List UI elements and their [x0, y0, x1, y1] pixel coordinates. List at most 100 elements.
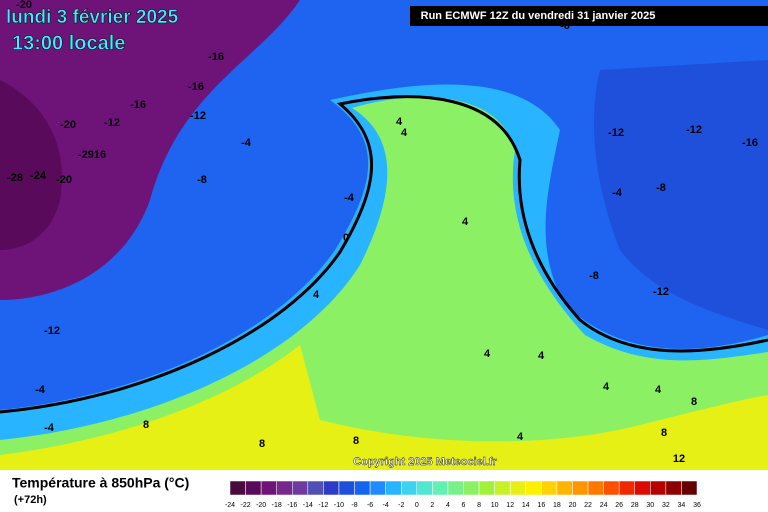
colorbar-swatch [385, 480, 402, 496]
contour-label: 12 [673, 453, 685, 465]
contour-label: 8 [661, 427, 667, 439]
colorbar-swatch [400, 480, 418, 496]
colorbar-tick-label: -4 [383, 502, 389, 509]
contour-label: 4 [517, 431, 524, 443]
date: lundi 3 février 2025 [6, 7, 179, 28]
colorbar-swatch [338, 480, 355, 496]
contour-label: -8 [656, 182, 666, 194]
map: Run ECMWF 12Z du vendredi 31 janvier 202… [0, 0, 768, 471]
legend-subtitle: (+72h) [14, 494, 47, 506]
colorbar-tick-label: -12 [318, 502, 328, 509]
zero-contour [0, 95, 768, 414]
contour-label: 8 [143, 419, 149, 431]
colorbar-tick-label: 34 [678, 502, 686, 509]
contour-label: -16 [130, 99, 146, 111]
colorbar-tick-label: 18 [553, 502, 561, 509]
colorbar-tick-label: 8 [477, 502, 481, 509]
contour-label: -16 [208, 51, 224, 63]
contour-label: 8 [259, 438, 265, 450]
colorbar-tick-label: 30 [646, 502, 654, 509]
contour-label: 0 [343, 232, 349, 244]
contour-label: 4 [603, 381, 610, 393]
colorbar-tick-label: 6 [462, 502, 466, 509]
colorbar-tick-label: 24 [600, 502, 608, 509]
contour-label: -4 [35, 384, 46, 396]
colorbar-tick-label: 22 [584, 502, 592, 509]
colorbar-tick-label: 36 [693, 502, 701, 509]
colorbar-swatch [525, 480, 542, 496]
colorbar-swatch [603, 480, 620, 496]
colorbar-swatch [572, 480, 589, 496]
contour-label: -12 [104, 117, 120, 129]
colorbar-swatch [447, 480, 464, 496]
colorbar-swatch [323, 480, 340, 496]
colorbar-tick-label: 32 [662, 502, 670, 509]
colorbar-swatch [307, 480, 324, 496]
copyright: Copyright 2025 Meteociel.fr [353, 456, 497, 468]
colorbar-swatch [416, 480, 433, 496]
time: 13:00 locale [12, 32, 125, 54]
colorbar-swatch [245, 480, 262, 496]
colorbar-swatch [354, 480, 371, 496]
contour-label: 4 [462, 216, 469, 228]
cold-area [0, 0, 300, 300]
contour-label: 4 [655, 384, 662, 396]
contour-label: 8 [353, 435, 359, 447]
colorbar-tick-label: -2 [398, 502, 404, 509]
mild-area [0, 97, 768, 471]
contour-label: 4 [396, 116, 403, 128]
colorbar-swatch [681, 480, 698, 496]
contour-label: -4 [44, 422, 55, 434]
colorbar-swatch [541, 480, 558, 496]
colorbar-tick-label: 28 [631, 502, 639, 509]
contour-label: -4 [344, 192, 355, 204]
contour-label: -28 [7, 172, 23, 184]
colorbar-swatch [650, 480, 667, 496]
colorbar-tick-label: -16 [287, 502, 297, 509]
contour-label: -12 [608, 127, 624, 139]
colorbar-swatch [556, 480, 573, 496]
contour-label: -12 [44, 325, 60, 337]
colorbar-swatch [292, 480, 309, 496]
contour-label: -20 [60, 119, 76, 131]
colorbar-tick-label: 16 [537, 502, 545, 509]
colorbar-tick-label: -8 [351, 502, 357, 509]
contour-label: -12 [190, 110, 206, 122]
contour-label: -2916 [78, 149, 106, 161]
colorbar-tick-label: 26 [615, 502, 623, 509]
contour-label: -12 [686, 124, 702, 136]
colorbar-swatch [463, 480, 480, 496]
contour-label: -4 [612, 187, 623, 199]
colorbar-swatch [276, 480, 293, 496]
contour-labels: -20 -16 -16 -16 -12 -20 -12 -2916 -28 -24 -20 -4 -8 -… [7, 0, 758, 465]
colorbar-swatch [478, 480, 495, 496]
colorbar-tick-label: -14 [303, 502, 313, 509]
run-box [410, 6, 768, 26]
colorbar-swatch [587, 480, 604, 496]
colorbar: -24 -22 -20 -18 -16 -14 -12 -10 -8 -6 -4 -2 0 2 4 6 8 10 1… [225, 480, 701, 509]
colorbar-swatch [509, 480, 527, 496]
contour-label: -20 [56, 174, 72, 186]
contour-label: 4 [538, 350, 545, 362]
contour-label: -12 [653, 286, 669, 298]
colorbar-tick-label: -18 [272, 502, 282, 509]
contour-label: -6 [560, 20, 570, 32]
legend-title: Température à 850hPa (°C) [12, 475, 189, 491]
cold-east [593, 60, 768, 330]
colorbar-tick-label: 12 [506, 502, 514, 509]
cold-core [0, 80, 62, 250]
colorbar-tick-label: 20 [569, 502, 577, 509]
colorbar-tick-label: -20 [256, 502, 266, 509]
colorbar-tick-label: -6 [367, 502, 373, 509]
colorbar-swatch [432, 480, 449, 496]
contour-label: 4 [484, 348, 491, 360]
colorbar-tick-label: 4 [446, 502, 450, 509]
colorbar-swatch [494, 480, 511, 496]
contour-label: -4 [241, 137, 252, 149]
contour-label: -24 [30, 170, 47, 182]
contour-label: 4 [401, 127, 408, 139]
run-info: Run ECMWF 12Z du vendredi 31 janvier 202… [421, 10, 656, 22]
colorbar-tick-label: 14 [522, 502, 530, 509]
warm-area [0, 345, 768, 470]
